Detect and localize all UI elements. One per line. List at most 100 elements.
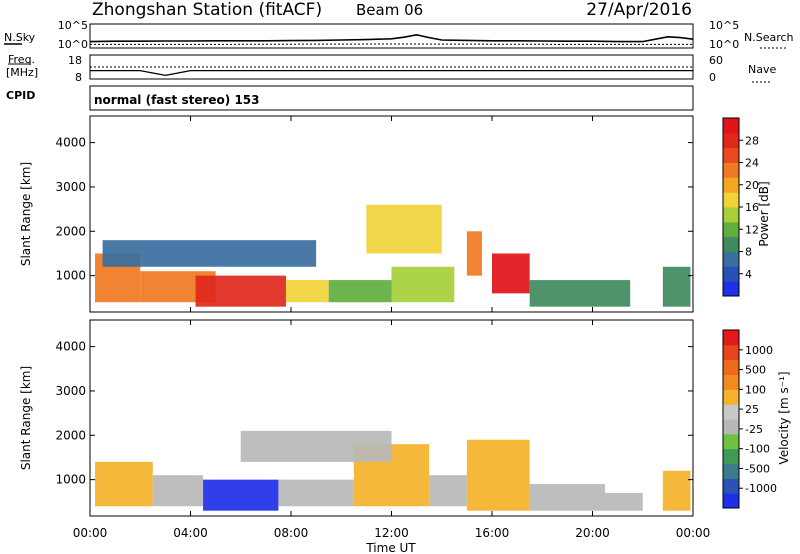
colorbar-tick-label: -100 bbox=[745, 443, 770, 456]
frequency-series-line bbox=[90, 69, 693, 77]
time-x-axis: 00:00 04:00 08:00 12:00 16:00 20:00 00:00 bbox=[73, 116, 711, 540]
y-tick-label: 2000 bbox=[55, 224, 86, 238]
colorbar-tick-label: 8 bbox=[745, 246, 752, 259]
colorbar-swatch bbox=[723, 162, 739, 178]
colorbar-swatch bbox=[723, 433, 739, 450]
noise-tick-low: 10^0 bbox=[58, 38, 88, 51]
heatmap-cell bbox=[152, 475, 204, 507]
colorbar-tick-label: 4 bbox=[745, 268, 752, 281]
heatmap-cell bbox=[285, 280, 329, 303]
power-colorbar: 28 24 20 16 12 8 4 bbox=[722, 117, 759, 297]
noise-panel-frame bbox=[89, 23, 694, 49]
colorbar-swatch bbox=[723, 251, 739, 267]
heatmap-cell bbox=[391, 266, 455, 303]
heatmap-cell bbox=[662, 470, 691, 511]
x-tick-label: 12:00 bbox=[374, 526, 409, 540]
colorbar-tick-label: -25 bbox=[745, 423, 763, 436]
x-tick-label: 00:00 bbox=[676, 526, 711, 540]
heatmap-cell bbox=[203, 479, 279, 511]
heatmap-cell bbox=[195, 275, 286, 307]
x-tick-label: 16:00 bbox=[475, 526, 510, 540]
heatmap-cell bbox=[429, 475, 467, 507]
y-tick-label: 2000 bbox=[55, 428, 86, 442]
x-tick-label: 04:00 bbox=[173, 526, 208, 540]
power-y-axis: 1000 2000 3000 4000 bbox=[55, 136, 693, 283]
colorbar-swatch bbox=[723, 478, 739, 494]
heatmap-cell bbox=[278, 479, 354, 507]
freq-tick-low: 8 bbox=[75, 71, 82, 84]
colorbar-swatch bbox=[723, 266, 739, 282]
colorbar-swatch bbox=[723, 132, 739, 149]
nsky-label: N.Sky bbox=[4, 31, 36, 44]
y-tick-label: 3000 bbox=[55, 180, 86, 194]
heatmap-cell bbox=[240, 430, 392, 462]
colorbar-swatch bbox=[723, 330, 739, 346]
y-tick-label: 1000 bbox=[55, 473, 86, 487]
heatmap-cell bbox=[529, 280, 631, 307]
freq-label-line1: Freq. bbox=[8, 53, 35, 66]
colorbar-swatch bbox=[723, 493, 739, 509]
noise-tick-high: 10^5 bbox=[58, 19, 88, 32]
colorbar-swatch bbox=[723, 419, 739, 435]
colorbar-tick-label: 20 bbox=[745, 179, 759, 192]
heatmap-cell bbox=[529, 484, 606, 511]
heatmap-cell bbox=[95, 461, 153, 507]
colorbar-tick-label: 24 bbox=[745, 157, 759, 170]
cpid-panel-frame bbox=[89, 85, 694, 111]
colorbar-swatch bbox=[723, 177, 739, 193]
colorbar-tick-label: -500 bbox=[745, 462, 770, 475]
colorbar-tick-label: 25 bbox=[745, 403, 759, 416]
y-tick-label: 3000 bbox=[55, 384, 86, 398]
date-label: 27/Apr/2016 bbox=[586, 0, 692, 20]
nave-tick-high: 60 bbox=[709, 54, 723, 67]
heatmap-cell bbox=[366, 204, 442, 254]
colorbar-tick-label: 28 bbox=[745, 134, 759, 147]
colorbar-swatch bbox=[723, 192, 739, 208]
colorbar-swatch bbox=[723, 389, 739, 405]
freq-label-line2: [MHz] bbox=[6, 66, 38, 79]
x-axis-label: Time UT bbox=[365, 541, 416, 554]
heatmap-cell bbox=[466, 231, 482, 276]
y-tick-label: 1000 bbox=[55, 269, 86, 283]
beam-label: Beam 06 bbox=[356, 1, 423, 19]
noise-tick-high-right: 10^5 bbox=[709, 19, 739, 32]
velocity-y-label: Slant Range [km] bbox=[19, 366, 33, 470]
power-y-label: Slant Range [km] bbox=[19, 162, 33, 266]
colorbar-swatch bbox=[723, 281, 739, 297]
colorbar-tick-label: 500 bbox=[745, 364, 766, 377]
cpid-text: normal (fast stereo) 153 bbox=[94, 93, 260, 107]
colorbar-tick-label: 12 bbox=[745, 223, 759, 236]
heatmap-cell bbox=[605, 492, 643, 511]
colorbar-tick-label: 100 bbox=[745, 383, 766, 396]
colorbar-frame bbox=[722, 329, 740, 509]
colorbar-swatch bbox=[723, 374, 739, 390]
heatmap-cell bbox=[102, 240, 317, 267]
heatmap-cell bbox=[328, 280, 392, 303]
colorbar-swatch bbox=[723, 221, 739, 238]
colorbar-swatch bbox=[723, 118, 739, 134]
station-title: Zhongshan Station (fitACF) bbox=[92, 0, 322, 20]
nsky-series-line bbox=[89, 33, 694, 43]
cpid-label: CPID bbox=[6, 89, 35, 102]
velocity-colorbar-title: Velocity [m s⁻¹] bbox=[777, 371, 791, 464]
velocity-colorbar: 1000 500 100 25 -25 -100 -500 -1000 bbox=[722, 329, 777, 509]
colorbar-tick-label: 16 bbox=[745, 201, 759, 214]
nsearch-label: N.Search bbox=[744, 31, 794, 44]
noise-tick-low-right: 10^0 bbox=[709, 38, 739, 51]
colorbar-swatch bbox=[723, 236, 739, 252]
y-tick-label: 4000 bbox=[55, 136, 86, 150]
colorbar-tick-label: -1000 bbox=[745, 482, 777, 495]
colorbar-swatch bbox=[723, 448, 739, 464]
colorbar-swatch bbox=[723, 147, 739, 163]
colorbar-swatch bbox=[723, 359, 739, 375]
velocity-heatmap bbox=[95, 430, 691, 511]
freq-tick-high: 18 bbox=[68, 54, 82, 67]
velocity-y-axis: 1000 2000 3000 4000 bbox=[55, 340, 693, 487]
power-heatmap bbox=[95, 204, 691, 307]
colorbar-tick-label: 1000 bbox=[745, 344, 773, 357]
colorbar-swatch bbox=[723, 404, 739, 420]
x-tick-label: 08:00 bbox=[274, 526, 309, 540]
nave-tick-low: 0 bbox=[709, 71, 716, 84]
y-tick-label: 4000 bbox=[55, 340, 86, 354]
